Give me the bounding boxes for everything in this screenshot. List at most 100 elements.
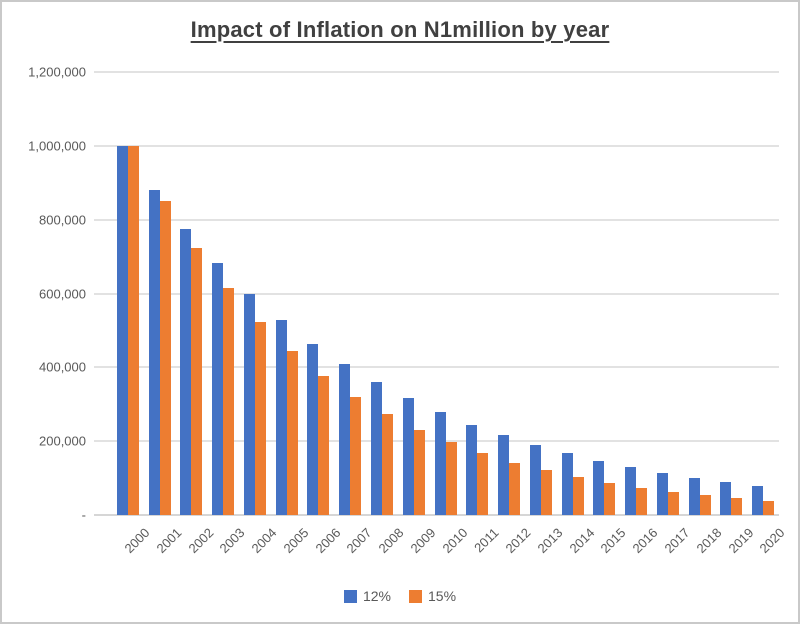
bar-group-2017: 2017 (652, 72, 693, 556)
bar-group-2015: 2015 (588, 72, 629, 556)
bar-12%-2014[interactable] (561, 453, 573, 515)
x-axis-label: 2019 (724, 525, 757, 557)
legend: 12% 15% (2, 588, 798, 604)
bar-group-2014: 2014 (557, 72, 597, 556)
bar-12%-2012[interactable] (498, 435, 510, 515)
bar-15%-2002[interactable] (191, 248, 203, 515)
x-axis-label: 2003 (216, 525, 248, 557)
bar-15%-2014[interactable] (572, 477, 584, 515)
bar-15%-2006[interactable] (318, 375, 330, 515)
gridline (94, 71, 779, 73)
bar-15%-2020[interactable] (763, 500, 775, 515)
gridline (94, 292, 779, 295)
chart-title: Impact of Inflation on N1million by year (190, 17, 610, 42)
x-axis-label: 2015 (597, 525, 629, 557)
bar-group-2009: 2009 (398, 72, 438, 556)
bar-12%-2017[interactable] (656, 472, 668, 515)
gridline (94, 366, 779, 369)
legend-item-12%[interactable]: 12% (343, 588, 391, 604)
bar-15%-2016[interactable] (636, 487, 648, 515)
gridline (94, 218, 779, 221)
bar-12%-2000[interactable] (116, 145, 128, 515)
bar-12%-2004[interactable] (243, 293, 255, 515)
bar-12%-2006[interactable] (307, 343, 319, 515)
bar-15%-2007[interactable] (350, 396, 362, 515)
bar-15%-2012[interactable] (509, 462, 521, 515)
bar-15%-2015[interactable] (604, 482, 616, 515)
bar-12%-2013[interactable] (529, 444, 541, 515)
bar-group-2003: 2003 (207, 72, 248, 556)
bar-group-2004: 2004 (239, 72, 280, 556)
bar-group-2001: 2001 (144, 72, 184, 556)
bar-12%-2011[interactable] (466, 424, 478, 515)
x-axis-label: 2001 (153, 525, 185, 557)
bar-12%-2010[interactable] (434, 412, 446, 515)
plot-area: 2000 2001 2002 2003 2004 2005 2006 2007 2008 2009… (94, 71, 788, 556)
bar-group-2018: 2018 (684, 72, 724, 556)
bar-12%-2018[interactable] (688, 478, 700, 515)
bar-group-2006: 2006 (303, 72, 343, 556)
bar-group-2012: 2012 (493, 72, 534, 556)
bar-12%-2001[interactable] (148, 190, 160, 515)
x-axis-label: 2008 (375, 525, 407, 557)
bar-12%-2007[interactable] (339, 364, 351, 515)
bar-12%-2002[interactable] (180, 229, 192, 515)
x-axis-label: 2017 (661, 525, 693, 557)
legend-swatch-icon (409, 589, 422, 603)
x-axis-label: 2012 (502, 525, 534, 557)
x-axis-label: 2009 (407, 525, 439, 557)
x-axis-label: 2013 (534, 525, 566, 557)
bar-group-2019: 2019 (716, 72, 756, 556)
bar-12%-2003[interactable] (212, 263, 224, 515)
bar-15%-2000[interactable] (127, 145, 139, 515)
x-axis-label: 2004 (248, 525, 280, 557)
x-axis-label: 2006 (312, 525, 344, 557)
legend-item-15%[interactable]: 15% (409, 588, 456, 604)
x-axis-label: 2011 (471, 525, 502, 556)
bar-12%-2019[interactable] (720, 482, 732, 515)
bar-12%-2015[interactable] (593, 460, 605, 515)
bar-15%-2009[interactable] (413, 429, 425, 515)
bar-12%-2008[interactable] (371, 382, 382, 515)
bar-15%-2011[interactable] (477, 453, 489, 515)
y-tick-label: 600,000 (39, 286, 86, 301)
bar-15%-2013[interactable] (540, 470, 552, 515)
bar-15%-2005[interactable] (286, 351, 298, 515)
bar-group-2013: 2013 (525, 72, 565, 556)
y-tick-label: 200,000 (39, 433, 86, 449)
bar-group-2011: 2011 (461, 72, 502, 555)
bar-group-2002: 2002 (176, 72, 216, 556)
bar-12%-2016[interactable] (625, 467, 637, 515)
y-tick-label: 1,200,000 (28, 64, 86, 80)
bar-15%-2003[interactable] (223, 288, 235, 515)
bar-group-2005: 2005 (271, 72, 311, 556)
y-axis: - 200,000 400,000 600,000 800,000 1,000,000 1,… (2, 65, 86, 523)
bar-15%-2019[interactable] (731, 498, 743, 515)
x-axis-label: 2002 (184, 525, 217, 557)
bar-12%-2020[interactable] (752, 486, 764, 515)
bar-group-2020: 2020 (747, 72, 788, 556)
x-axis-label: 2014 (566, 525, 598, 557)
bar-12%-2005[interactable] (275, 320, 287, 515)
bar-15%-2018[interactable] (699, 495, 711, 515)
bar-15%-2008[interactable] (382, 414, 393, 515)
bars-area: 2000 2001 2002 2003 2004 2005 2006 2007 2008 2009… (112, 72, 788, 556)
bar-15%-2004[interactable] (254, 322, 266, 515)
bar-group-2016: 2016 (620, 72, 661, 556)
bar-15%-2017[interactable] (667, 491, 679, 515)
bar-group-2007: 2007 (334, 72, 375, 556)
legend-label: 15% (428, 588, 457, 604)
bar-15%-2001[interactable] (159, 201, 171, 515)
bar-group-2008: 2008 (366, 72, 407, 556)
y-tick-label: 400,000 (39, 359, 86, 375)
gridline (94, 144, 779, 147)
bar-group-2000: 2000 (112, 72, 152, 556)
x-axis-line (94, 514, 779, 516)
x-axis-label: 2005 (280, 525, 312, 557)
y-tick-label: 800,000 (39, 212, 86, 228)
bar-15%-2010[interactable] (445, 442, 457, 515)
bar-12%-2009[interactable] (402, 398, 414, 515)
y-tick-label: 1,000,000 (28, 138, 86, 154)
x-axis-label: 2018 (693, 525, 725, 557)
